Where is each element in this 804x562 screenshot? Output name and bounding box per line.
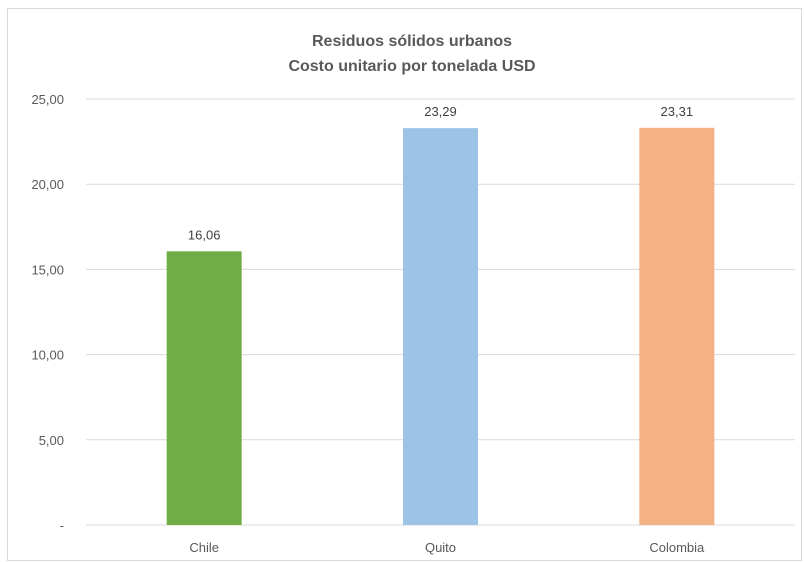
y-tick-label: 20,00 [31,177,64,192]
data-label-chile: 16,06 [188,227,221,242]
x-tick-label-colombia: Colombia [649,540,705,555]
chart-subtitle: Costo unitario por tonelada USD [288,58,535,75]
x-axis-ticks: Chile Quito Colombia [189,540,705,555]
y-tick-label: 25,00 [31,92,64,107]
bar-quito [403,128,478,525]
y-tick-label: 15,00 [31,262,64,277]
x-tick-label-quito: Quito [425,540,456,555]
data-label-quito: 23,29 [424,104,457,119]
y-tick-label: 10,00 [31,348,64,363]
y-axis-ticks: - 5,00 10,00 15,00 20,00 25,00 [31,92,64,533]
x-tick-label-chile: Chile [189,540,219,555]
bar-chile [166,251,242,526]
y-tick-label: - [60,518,64,533]
bar-colombia [639,127,715,525]
data-label-colombia: 23,31 [661,104,694,119]
data-labels: 16,06 23,29 23,31 [188,104,693,243]
chart-title: Residuos sólidos urbanos [312,33,512,50]
y-tick-label: 5,00 [39,433,64,448]
bars [166,127,715,526]
